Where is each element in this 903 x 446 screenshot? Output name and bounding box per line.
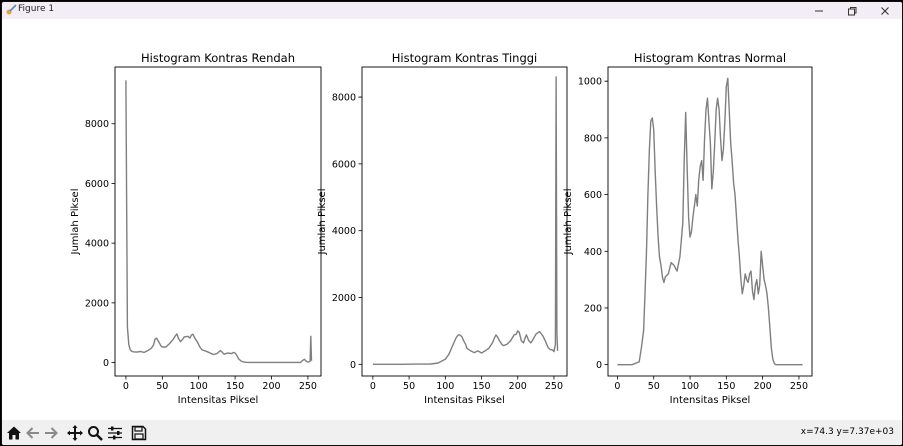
- zoom-button[interactable]: [86, 424, 104, 442]
- y-axis-label: Jumlah Piksel: [563, 189, 574, 256]
- window-title: Figure 1: [18, 4, 55, 14]
- pan-button[interactable]: [66, 424, 84, 442]
- x-tick-label: 50: [156, 381, 168, 392]
- x-tick-label: 150: [472, 381, 490, 392]
- y-tick-label: 2000: [332, 293, 356, 304]
- y-axis-label: Jumlah Piksel: [317, 189, 328, 256]
- x-tick-label: 100: [436, 381, 454, 392]
- y-tick-label: 8000: [332, 93, 356, 104]
- title-bar[interactable]: Figure 1: [2, 2, 902, 19]
- x-axis-label: Intensitas Piksel: [670, 395, 751, 406]
- figure-canvas[interactable]: 0 50 100 150 200 250 0 2000 4000 6000 8000 Histogra…: [2, 19, 902, 420]
- minimize-button[interactable]: [802, 2, 836, 19]
- x-tick-label: 200: [509, 381, 527, 392]
- save-icon: [131, 425, 147, 441]
- matplotlib-app-icon: [6, 4, 17, 15]
- navigation-toolbar: x=74.3 y=7.37e+03: [2, 420, 902, 445]
- axes-frame: [114, 66, 322, 377]
- back-icon: [26, 427, 39, 439]
- pan-icon: [67, 425, 83, 441]
- x-tick-label: 200: [754, 381, 772, 392]
- x-tick-label: 250: [299, 381, 317, 392]
- chart-title: Histogram Kontras Normal: [634, 51, 786, 65]
- histogram-line: [617, 77, 803, 366]
- home-button[interactable]: [5, 424, 23, 442]
- y-tick-label: 8000: [85, 119, 109, 130]
- axes-frame: [361, 66, 568, 377]
- x-tick-label: 250: [545, 381, 563, 392]
- x-tick-label: 50: [648, 381, 660, 392]
- chart-title: Histogram Kontras Tinggi: [392, 51, 538, 65]
- cursor-coordinates: x=74.3 y=7.37e+03: [800, 427, 894, 437]
- y-tick-label: 400: [584, 247, 602, 258]
- x-tick-label: 0: [614, 381, 620, 392]
- y-tick-label: 800: [584, 133, 602, 144]
- y-tick-label: 200: [584, 303, 602, 314]
- y-tick-label: 2000: [85, 298, 109, 309]
- configure-subplots-button[interactable]: [106, 424, 124, 442]
- y-tick-label: 4000: [332, 226, 356, 237]
- restore-icon: [848, 6, 857, 15]
- x-tick-label: 50: [403, 381, 415, 392]
- close-button[interactable]: [868, 2, 902, 19]
- back-button[interactable]: [24, 424, 42, 442]
- save-button[interactable]: [130, 424, 148, 442]
- x-tick-label: 150: [717, 381, 735, 392]
- y-tick-label: 600: [584, 190, 602, 201]
- x-tick-label: 100: [681, 381, 699, 392]
- figure-svg: 0 50 100 150 200 25002000400060008000Histogra…: [70, 51, 813, 406]
- forward-icon: [45, 427, 58, 439]
- x-tick-label: 150: [226, 381, 244, 392]
- x-tick-label: 200: [262, 381, 280, 392]
- forward-button[interactable]: [42, 424, 60, 442]
- y-tick-label: 6000: [85, 179, 109, 190]
- home-icon: [7, 426, 21, 440]
- x-axis-label: Intensitas Piksel: [424, 395, 505, 406]
- x-tick-label: 100: [190, 381, 208, 392]
- histogram-line: [372, 76, 559, 365]
- maximize-button[interactable]: [835, 2, 869, 19]
- histogram-line: [125, 80, 313, 364]
- chart-title: Histogram Kontras Rendah: [141, 51, 295, 65]
- x-axis-label: Intensitas Piksel: [178, 395, 259, 406]
- axes-frame: [607, 66, 813, 377]
- y-axis-label: Jumlah Piksel: [70, 189, 81, 256]
- minimize-icon: [815, 10, 823, 11]
- y-tick-label: 0: [103, 358, 109, 369]
- x-tick-label: 0: [370, 381, 376, 392]
- y-tick-label: 0: [596, 360, 602, 371]
- zoom-icon: [88, 426, 103, 441]
- y-tick-label: 6000: [332, 159, 356, 170]
- y-tick-label: 0: [350, 360, 356, 371]
- close-icon: [881, 6, 889, 15]
- x-tick-label: 250: [790, 381, 808, 392]
- y-tick-label: 1000: [578, 77, 602, 88]
- y-tick-label: 4000: [85, 239, 109, 250]
- x-tick-label: 0: [123, 381, 129, 392]
- configure-subplots-icon: [108, 426, 122, 440]
